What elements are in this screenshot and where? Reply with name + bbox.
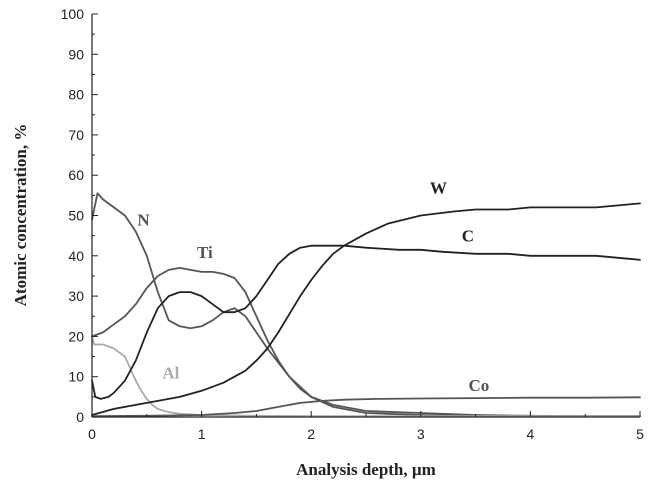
y-tick-label: 60 (68, 167, 84, 183)
x-axis-title: Analysis depth, µm (296, 460, 436, 479)
series-line-co (91, 396, 641, 418)
series-label-co: Co (468, 376, 489, 395)
series-label-w: W (430, 178, 447, 197)
x-tick-label: 3 (417, 426, 425, 442)
y-tick-label: 20 (68, 328, 84, 344)
series-line-w (91, 202, 641, 416)
y-tick-label: 0 (76, 409, 84, 425)
y-tick-label: 90 (68, 46, 84, 62)
y-tick-label: 30 (68, 288, 84, 304)
series-line-n (91, 192, 641, 418)
series-label-n: N (137, 211, 150, 230)
y-tick-label: 70 (68, 127, 84, 143)
series-line-c (91, 244, 641, 400)
series-label-al: Al (162, 364, 179, 383)
y-axis-title: Atomic concentration, % (11, 124, 30, 307)
series-label-ti: Ti (197, 243, 213, 262)
x-tick-label: 1 (198, 426, 206, 442)
y-tick-label: 100 (61, 6, 85, 22)
x-tick-label: 4 (527, 426, 535, 442)
x-tick-label: 2 (307, 426, 315, 442)
y-tick-label: 40 (68, 248, 84, 264)
x-tick-label: 0 (88, 426, 96, 442)
y-tick-label: 50 (68, 208, 84, 224)
series-lines (91, 192, 641, 418)
series-labels: N Ti Al W C Co (137, 178, 489, 394)
y-axis-ticks: 0 10 20 30 40 50 60 70 80 90 100 (61, 6, 98, 425)
series-line-ti (91, 266, 641, 418)
x-axis-ticks: 0 1 2 3 4 5 (88, 411, 644, 442)
series-label-c: C (462, 227, 474, 246)
x-tick-label: 5 (636, 426, 644, 442)
y-tick-label: 10 (68, 369, 84, 385)
y-tick-label: 80 (68, 87, 84, 103)
